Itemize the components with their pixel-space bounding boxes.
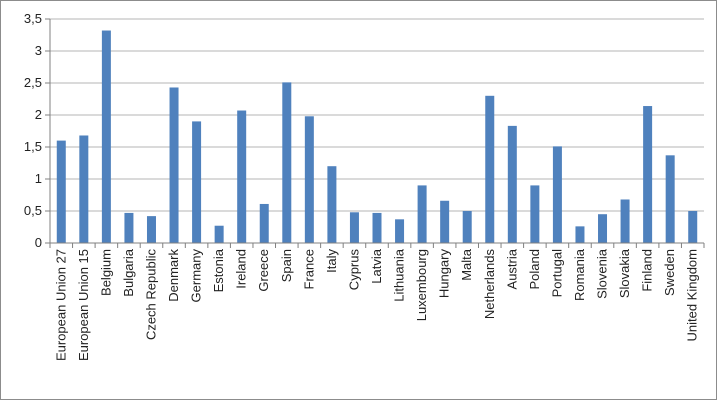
bar <box>304 116 314 243</box>
tick-labels: 0 0,5 1 1,5 2 2,5 3 3,5 European Union 27 Europea… <box>24 11 700 361</box>
bar <box>395 219 405 243</box>
bar <box>282 82 292 243</box>
x-tick-label: Greece <box>256 249 271 292</box>
bar <box>530 185 540 243</box>
x-tick-label: Austria <box>504 248 519 289</box>
y-tick-label: 0,5 <box>24 203 42 218</box>
bar <box>124 212 134 243</box>
bar <box>192 121 202 243</box>
x-tick-label: France <box>301 249 316 289</box>
x-tick-label: Bulgaria <box>121 248 136 296</box>
y-tick-label: 3,5 <box>24 11 42 26</box>
bar <box>575 226 585 243</box>
x-tick-label: Portugal <box>549 249 564 298</box>
bar <box>598 214 608 243</box>
x-tick-label: Denmark <box>166 249 181 302</box>
x-tick-label: Belgium <box>98 249 113 296</box>
x-tick-label: Luxembourg <box>414 249 429 321</box>
x-tick-label: Netherlands <box>482 249 497 320</box>
x-tick-label: Estonia <box>211 248 226 292</box>
x-tick-label: Czech Republic <box>143 249 158 341</box>
bar <box>552 146 562 243</box>
x-tick-label: Germany <box>189 249 204 303</box>
x-tick-label: Poland <box>527 249 542 289</box>
bar <box>349 212 359 243</box>
x-tick-label: Slovenia <box>595 248 610 299</box>
bar <box>79 135 89 243</box>
y-tick-label: 2 <box>35 107 42 122</box>
x-tick-label: European Union 27 <box>53 249 68 361</box>
bar <box>169 87 179 243</box>
x-tick-label: Malta <box>459 248 474 281</box>
gridlines <box>50 18 704 212</box>
y-tick-label: 1 <box>35 171 42 186</box>
bar <box>688 211 698 243</box>
y-tick-label: 0 <box>35 235 42 250</box>
y-tick-label: 2,5 <box>24 75 42 90</box>
bars <box>56 30 698 244</box>
x-tick-label: European Union 15 <box>76 249 91 361</box>
bar <box>440 200 450 243</box>
x-tick-label: United Kingdom <box>685 249 700 342</box>
x-tick-label: Sweden <box>662 249 677 296</box>
bar <box>56 140 66 243</box>
bar <box>372 212 382 243</box>
bar <box>237 110 247 244</box>
bar <box>665 155 675 243</box>
x-tick-label: Hungary <box>437 249 452 299</box>
x-tick-label: Ireland <box>234 249 249 289</box>
bar <box>620 199 630 243</box>
bar <box>485 95 495 243</box>
y-tick-label: 3 <box>35 43 42 58</box>
bar <box>146 216 156 243</box>
bar <box>462 211 472 243</box>
bar <box>643 106 653 243</box>
bar <box>417 185 427 243</box>
x-tick-label: Latvia <box>369 248 384 283</box>
x-tick-label: Slovakia <box>617 248 632 298</box>
x-tick-label: Spain <box>279 249 294 282</box>
axes <box>45 18 705 248</box>
bar <box>507 125 517 243</box>
bar <box>259 203 269 243</box>
y-tick-label: 1,5 <box>24 139 42 154</box>
x-tick-label: Italy <box>324 249 339 273</box>
x-tick-label: Lithuania <box>392 248 407 302</box>
x-tick-label: Romania <box>572 248 587 301</box>
bar <box>327 166 337 243</box>
bar <box>101 30 111 243</box>
bar <box>214 225 224 243</box>
x-tick-label: Finland <box>640 249 655 292</box>
x-tick-label: Cyprus <box>346 249 361 291</box>
